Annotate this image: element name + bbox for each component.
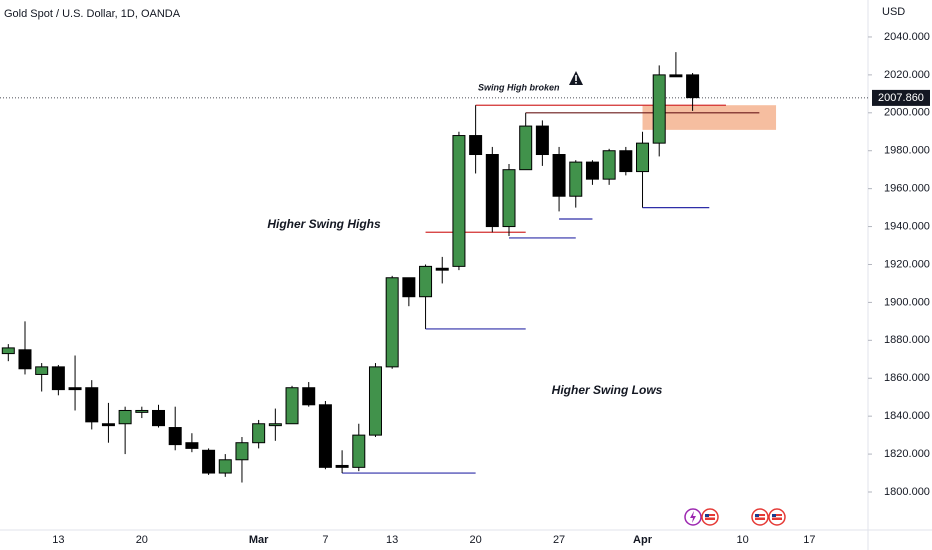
- candle-body: [101, 423, 115, 427]
- candle-body: [85, 387, 99, 423]
- candle-body: [469, 135, 483, 156]
- candle-body: [118, 409, 132, 425]
- candle-body: [535, 125, 549, 156]
- y-tick-label: 1960.000: [884, 183, 930, 195]
- candle-body: [152, 409, 166, 427]
- candle-body: [1, 347, 15, 355]
- candle-body: [636, 142, 650, 173]
- warning-icon: [569, 71, 583, 85]
- annotation: Swing High broken: [478, 82, 560, 92]
- candle-body: [569, 161, 583, 197]
- y-tick-label: 1820.000: [884, 448, 930, 460]
- candle-body: [268, 423, 282, 427]
- x-tick-label: 20: [469, 534, 481, 546]
- y-tick-label: 1860.000: [884, 372, 930, 384]
- candle-body: [18, 349, 32, 370]
- candle-body: [519, 125, 533, 171]
- y-tick-label: 2020.000: [884, 69, 930, 81]
- x-tick-label: 13: [52, 534, 64, 546]
- y-tick-label: 1920.000: [884, 258, 930, 270]
- candle-body: [135, 409, 149, 413]
- candle-body: [652, 74, 666, 144]
- candle-body: [335, 464, 349, 468]
- candle-body: [619, 150, 633, 173]
- candle-body: [385, 277, 399, 368]
- candle-body: [402, 277, 416, 298]
- y-tick-label: 1880.000: [884, 334, 930, 346]
- candle-body: [302, 387, 316, 406]
- candle-body: [285, 387, 299, 425]
- x-tick-label: 17: [803, 534, 815, 546]
- candle-body: [502, 169, 516, 228]
- candle-body: [218, 459, 232, 474]
- chart-title: Gold Spot / U.S. Dollar, 1D, OANDA: [4, 8, 181, 20]
- candle-body: [552, 154, 566, 197]
- y-tick-label: 2040.000: [884, 31, 930, 43]
- candle-body: [602, 150, 616, 180]
- candle-body: [318, 404, 332, 468]
- x-tick-label: 27: [553, 534, 565, 546]
- y-tick-label: 1900.000: [884, 296, 930, 308]
- y-axis-label: USD: [882, 6, 905, 18]
- x-tick-label: 10: [737, 534, 749, 546]
- candle-body: [452, 135, 466, 267]
- candle-body: [368, 366, 382, 436]
- candle-body: [686, 74, 700, 99]
- x-tick-label: 20: [136, 534, 148, 546]
- x-tick-label: Mar: [249, 534, 269, 546]
- y-tick-label: 1840.000: [884, 410, 930, 422]
- candle-body: [35, 366, 49, 375]
- candle-body: [419, 265, 433, 298]
- annotation: Higher Swing Highs: [267, 217, 381, 231]
- y-tick-label: 1980.000: [884, 145, 930, 157]
- candle-body: [202, 449, 216, 474]
- candle-body: [435, 267, 449, 271]
- x-tick-label: 7: [322, 534, 328, 546]
- annotation: Higher Swing Lows: [552, 383, 663, 397]
- candle-body: [51, 366, 65, 391]
- y-tick-label: 2000.000: [884, 107, 930, 119]
- x-tick-label: 13: [386, 534, 398, 546]
- candle-body: [168, 427, 182, 446]
- event-icons[interactable]: [684, 508, 786, 526]
- last-price-box: [872, 89, 930, 106]
- candle-body: [235, 442, 249, 461]
- x-tick-label: Apr: [633, 534, 653, 546]
- candle-body: [252, 423, 266, 444]
- last-price-label: 2007.860: [878, 92, 924, 104]
- candle-body: [485, 154, 499, 228]
- candle-body: [185, 442, 199, 449]
- y-tick-label: 1940.000: [884, 220, 930, 232]
- candle-body: [68, 387, 82, 391]
- candle-body: [585, 161, 599, 180]
- candle-body: [352, 434, 366, 468]
- candle-body: [669, 74, 683, 78]
- y-tick-label: 1800.000: [884, 486, 930, 498]
